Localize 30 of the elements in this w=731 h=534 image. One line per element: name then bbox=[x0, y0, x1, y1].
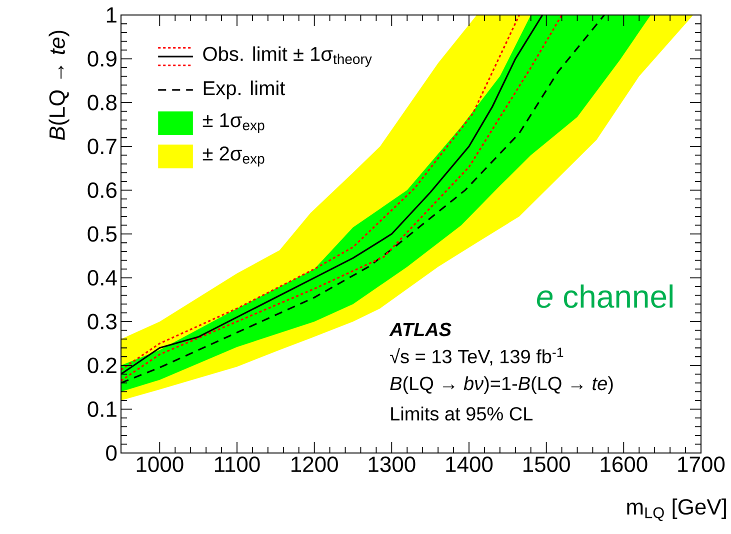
y-tick-label: 0.5 bbox=[88, 226, 117, 242]
y-tick-label: 0.6 bbox=[88, 182, 117, 198]
x-tick-label: 1600 bbox=[600, 456, 648, 472]
legend-label: ± 2σ$_{exp}$ bbox=[202, 146, 264, 166]
x-tick-label: 1000 bbox=[136, 456, 184, 472]
legend-label: Exp. limit bbox=[204, 80, 286, 100]
y-tick-label: 1 bbox=[106, 7, 116, 23]
y-tick-label: 0.7 bbox=[88, 138, 116, 154]
y-axis-title: B(LQ → te) bbox=[48, 30, 70, 140]
annotation: ATLAS bbox=[389, 322, 452, 336]
y-tick-label: 0.8 bbox=[88, 94, 117, 110]
y-tick-label: 0.4 bbox=[88, 270, 117, 286]
x-tick-label: 1100 bbox=[215, 456, 260, 472]
x-tick-label: 1500 bbox=[524, 456, 570, 472]
annotation: B(LQ → bν)=1-B(LQ → te) bbox=[390, 376, 613, 394]
y-tick-label: 0 bbox=[106, 445, 117, 461]
x-tick-label: 1300 bbox=[368, 456, 416, 472]
y-tick-label: 0.1 bbox=[88, 401, 116, 417]
legend-label: ± 1σ$_{exp}$ bbox=[202, 113, 264, 134]
x-tick-label: 1700 bbox=[678, 456, 725, 472]
x-tick-label: 1200 bbox=[292, 456, 338, 472]
x-axis-title: m$_{LQ}$ [GeV] bbox=[627, 498, 726, 521]
x-tick-label: 1400 bbox=[446, 456, 493, 472]
legend-label: Obs. limit ± 1σ$_{theory}$ bbox=[203, 46, 372, 67]
annotation: e channel bbox=[536, 284, 673, 308]
y-tick-label: 0.2 bbox=[88, 358, 116, 374]
y-tick-label: 0.9 bbox=[88, 50, 116, 67]
y-tick-label: 0.3 bbox=[88, 314, 117, 330]
annotation: √s = 13 TeV, 139 fb$^{-1}$ bbox=[390, 348, 564, 366]
annotation: Limits at 95% CL bbox=[391, 406, 533, 421]
